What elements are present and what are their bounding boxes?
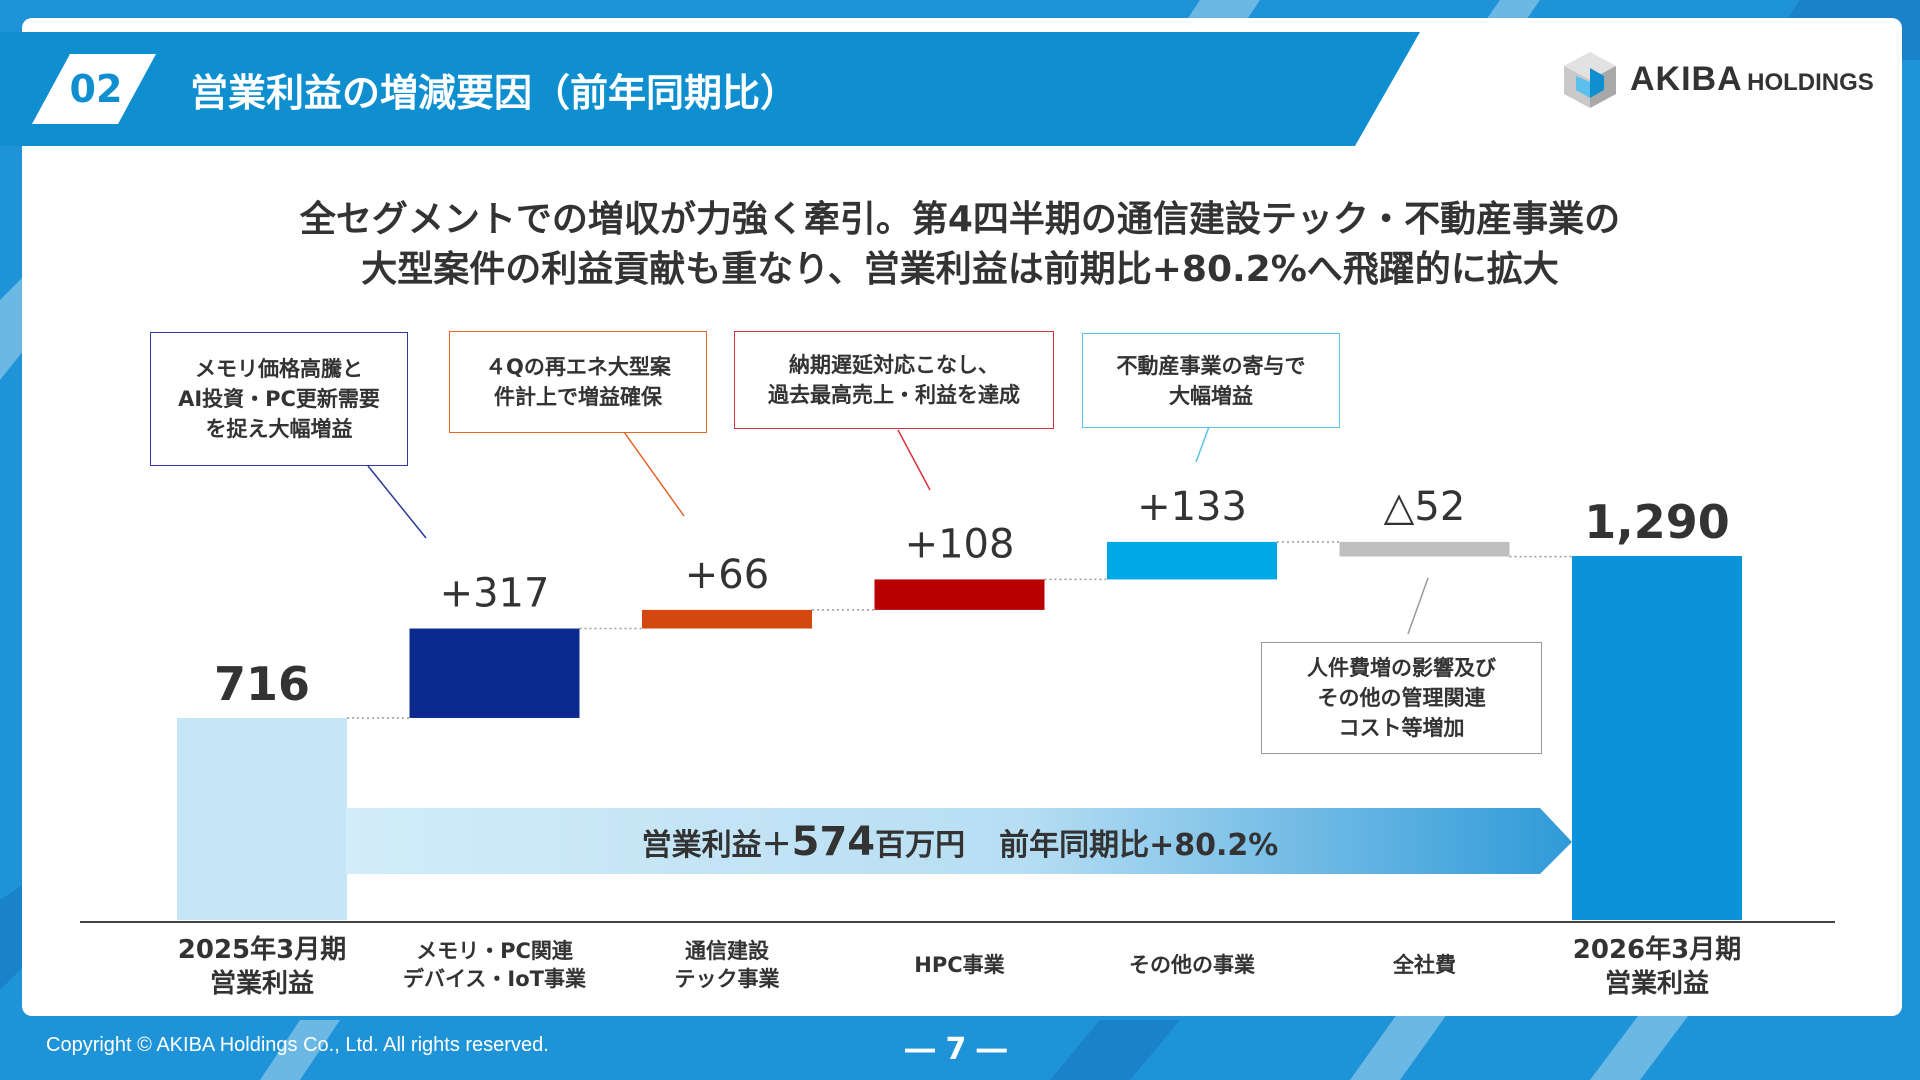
callout-leader-3 [1195, 423, 1211, 463]
category-label-0: 2025年3月期営業利益 [178, 934, 346, 999]
bar-3 [874, 579, 1045, 610]
value-label-6: 1,290 [1584, 495, 1730, 549]
bar-0 [177, 717, 347, 920]
value-label-0: 716 [214, 657, 310, 711]
page-number: ― 7 ― [905, 1032, 1007, 1067]
title-band [0, 32, 1420, 146]
growth-arrow-label: 営業利益＋574百万円 前年同期比+80.2% [642, 819, 1279, 865]
value-label-3: +108 [905, 521, 1015, 567]
callout-box-4: 人件費増の影響及び その他の管理関連 コスト等増加 [1261, 642, 1542, 754]
section-number: 02 [32, 54, 156, 124]
logo-name-main: AKIBA [1630, 60, 1743, 98]
bar-4 [1107, 541, 1277, 580]
category-label-1: メモリ・PC関連デバイス・IoT事業 [403, 939, 587, 991]
callout-box-0: メモリ価格高騰と AI投資・PC更新需要 を捉え大幅増益 [150, 332, 408, 466]
value-label-1: +317 [440, 571, 550, 617]
category-label-2: 通信建設テック事業 [675, 939, 781, 991]
value-label-2: +66 [685, 552, 769, 598]
callout-leader-2 [897, 429, 931, 491]
category-label-5: 全社費 [1392, 953, 1456, 977]
company-logo-icon [1564, 52, 1616, 108]
bar-6 [1572, 556, 1742, 920]
page-title: 営業利益の増減要因（前年同期比） [190, 71, 799, 115]
bar-1 [409, 628, 580, 718]
category-label-6: 2026年3月期営業利益 [1573, 934, 1741, 999]
callout-box-1: ４Qの再エネ大型案 件計上で増益確保 [449, 331, 707, 433]
callout-box-3: 不動産事業の寄与で 大幅増益 [1082, 333, 1340, 428]
logo-name-sub: HOLDINGS [1747, 69, 1874, 96]
category-label-4: その他の事業 [1129, 953, 1256, 977]
bar-5 [1339, 541, 1510, 557]
company-logo-text: AKIBA HOLDINGS [1630, 60, 1874, 99]
headline-line-2: 大型案件の利益貢献も重なり、営業利益は前期比+80.2%へ飛躍的に拡大 [361, 249, 1559, 290]
callout-leader-4 [1407, 577, 1429, 635]
callout-leader-1 [623, 431, 685, 517]
callout-box-2: 納期遅延対応こなし、 過去最高売上・利益を達成 [734, 331, 1054, 429]
headline-line-1: 全セグメントでの増収が力強く牽引。第4四半期の通信建設テック・不動産事業の [299, 199, 1621, 240]
copyright-text: Copyright © AKIBA Holdings Co., Ltd. All… [46, 1034, 549, 1056]
growth-arrow [346, 808, 1572, 874]
bar-2 [642, 609, 812, 629]
value-label-5: △52 [1384, 484, 1466, 530]
callout-leader-0 [367, 465, 427, 539]
category-label-3: HPC事業 [914, 953, 1005, 977]
value-label-4: +133 [1137, 484, 1247, 530]
